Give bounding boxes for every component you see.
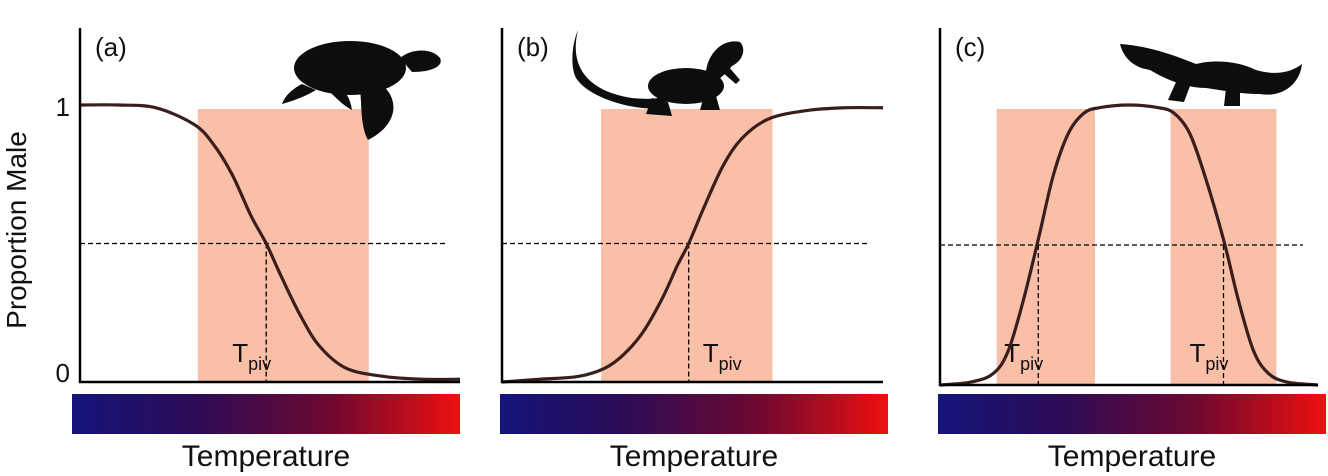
- pivotal-label-1: Tpiv: [232, 338, 271, 374]
- x-axis-label: Temperature: [610, 440, 778, 473]
- y-tick-label-bottom: 0: [56, 358, 70, 388]
- sex-ratio-curve: [939, 103, 1319, 387]
- pivotal-label-1: Tpiv: [703, 338, 742, 374]
- panel-label: (a): [95, 32, 127, 62]
- panel-c: Tpiv Tpiv (c) Temperature: [938, 28, 1326, 473]
- y-tick-label-top: 1: [56, 92, 70, 122]
- panel-a: Tpiv (a) Temperature: [72, 28, 461, 473]
- turtle-icon: [282, 41, 441, 140]
- x-axis-label: Temperature: [182, 440, 350, 473]
- sex-ratio-curve: [501, 105, 884, 384]
- sex-ratio-curve: [79, 103, 461, 382]
- y-axis-label: Proportion Male: [1, 131, 32, 329]
- panel-label: (b): [517, 32, 549, 62]
- pivotal-label-2: Tpiv: [1190, 338, 1229, 374]
- temperature-colorbar: [500, 394, 888, 434]
- tra-range-1: [197, 109, 369, 382]
- lizard-icon: [572, 30, 744, 116]
- pivotal-label-1: Tpiv: [1004, 338, 1043, 374]
- temperature-colorbar: [72, 394, 460, 434]
- panel-b: Tpiv (b) Temperature: [500, 28, 888, 473]
- temperature-colorbar: [938, 394, 1326, 434]
- x-axis-label: Temperature: [1048, 440, 1216, 473]
- crocodile-icon: [1120, 44, 1302, 106]
- panel-label: (c): [955, 32, 985, 62]
